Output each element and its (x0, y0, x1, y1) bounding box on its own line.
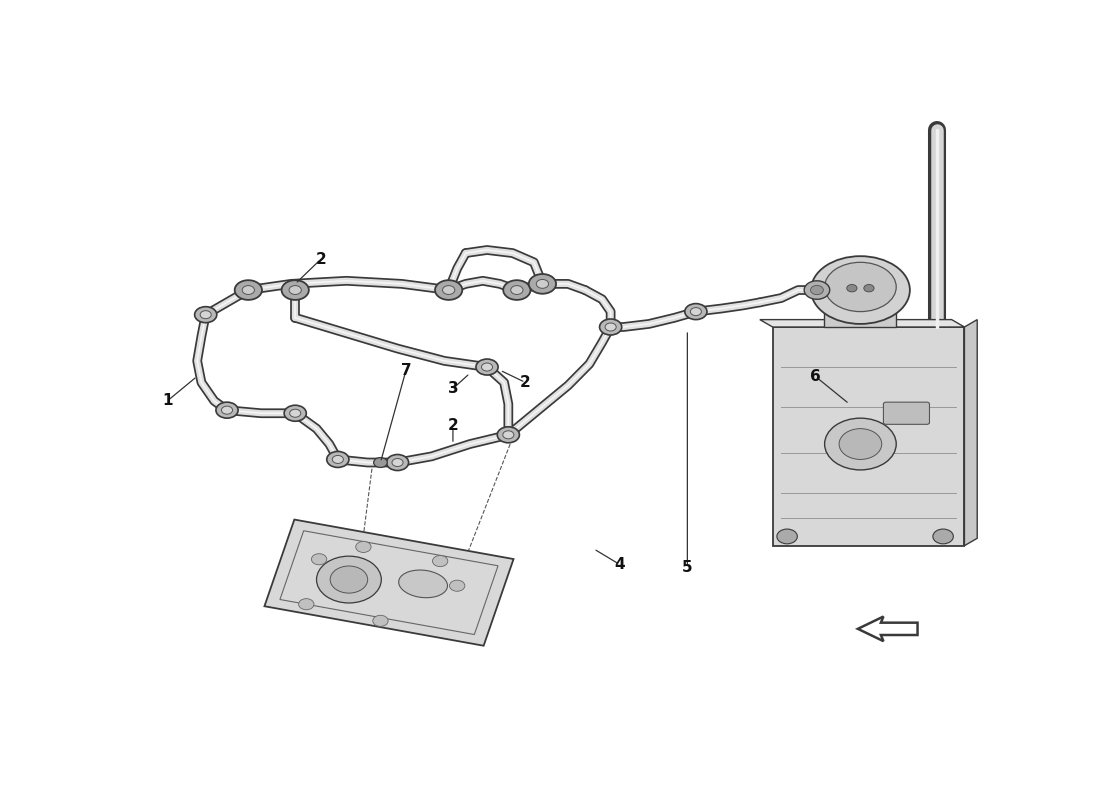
Ellipse shape (825, 262, 896, 312)
Circle shape (529, 274, 557, 294)
FancyBboxPatch shape (883, 402, 930, 424)
Text: 2: 2 (448, 418, 459, 433)
Circle shape (482, 363, 493, 371)
Circle shape (804, 281, 829, 299)
Text: 2: 2 (316, 252, 327, 266)
Text: 6: 6 (810, 369, 821, 384)
Text: 2: 2 (520, 375, 531, 390)
Circle shape (332, 455, 343, 463)
Circle shape (284, 406, 306, 422)
Text: 4: 4 (614, 557, 625, 572)
Circle shape (386, 454, 408, 470)
Circle shape (355, 542, 371, 553)
Circle shape (503, 280, 530, 300)
Text: 5: 5 (682, 560, 693, 574)
Circle shape (503, 430, 514, 439)
Ellipse shape (811, 256, 910, 324)
Circle shape (221, 406, 232, 414)
Circle shape (234, 280, 262, 300)
Circle shape (374, 458, 387, 467)
Circle shape (289, 286, 301, 294)
Circle shape (242, 286, 254, 294)
Circle shape (373, 615, 388, 626)
Circle shape (317, 556, 382, 603)
Circle shape (839, 429, 882, 459)
Circle shape (289, 410, 300, 418)
Text: 3: 3 (448, 381, 459, 396)
Circle shape (200, 310, 211, 318)
FancyBboxPatch shape (772, 327, 965, 546)
Circle shape (600, 319, 621, 335)
Circle shape (442, 286, 454, 294)
Circle shape (825, 418, 896, 470)
Circle shape (685, 303, 707, 320)
Circle shape (195, 306, 217, 322)
Circle shape (327, 451, 349, 467)
Circle shape (298, 598, 314, 610)
Ellipse shape (398, 570, 448, 598)
Circle shape (847, 285, 857, 292)
Circle shape (691, 307, 702, 316)
Circle shape (605, 323, 616, 331)
Text: 7: 7 (400, 362, 411, 378)
Circle shape (311, 554, 327, 565)
Polygon shape (965, 320, 977, 546)
Circle shape (330, 566, 367, 593)
Circle shape (497, 426, 519, 443)
Circle shape (537, 279, 549, 288)
Circle shape (933, 529, 954, 544)
Circle shape (864, 285, 874, 292)
Polygon shape (760, 320, 965, 327)
Circle shape (434, 280, 462, 300)
Circle shape (282, 280, 309, 300)
Circle shape (510, 286, 522, 294)
Circle shape (450, 580, 465, 591)
Text: 1: 1 (162, 394, 173, 409)
Circle shape (476, 359, 498, 375)
Circle shape (392, 458, 403, 466)
Circle shape (777, 529, 797, 544)
Circle shape (811, 286, 823, 294)
Polygon shape (264, 519, 514, 646)
Bar (824, 302, 896, 327)
Circle shape (432, 555, 448, 566)
Circle shape (216, 402, 238, 418)
